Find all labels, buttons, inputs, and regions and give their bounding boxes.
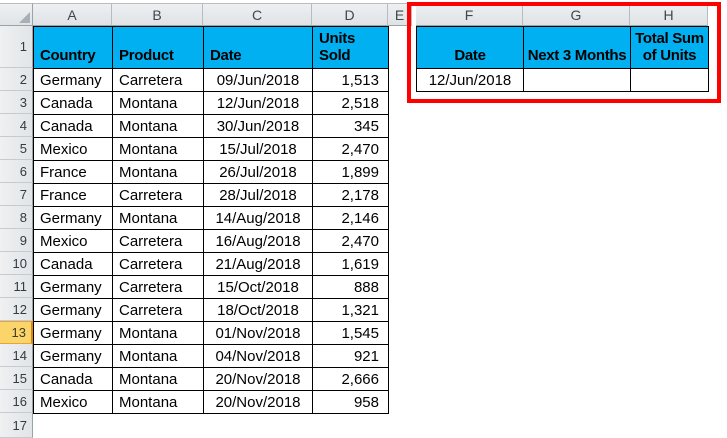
cell-A15[interactable]: Canada <box>33 367 113 391</box>
cell-B10[interactable]: Carretera <box>112 252 204 276</box>
cell-B6[interactable]: Montana <box>112 160 204 184</box>
cell-D5[interactable]: 2,470 <box>312 137 389 161</box>
cell-C12[interactable]: 18/Oct/2018 <box>203 298 313 322</box>
cell-A6[interactable]: France <box>33 160 113 184</box>
cell-C8[interactable]: 14/Aug/2018 <box>203 206 313 230</box>
cell-D3[interactable]: 2,518 <box>312 91 389 115</box>
cell-D8[interactable]: 2,146 <box>312 206 389 230</box>
row-header-7[interactable]: 7 <box>0 183 33 206</box>
cell-A11[interactable]: Germany <box>33 275 113 299</box>
col-header-E[interactable]: E <box>388 3 412 26</box>
cell-B5[interactable]: Montana <box>112 137 204 161</box>
cell-H1[interactable]: Total Sum of Units <box>630 26 709 69</box>
row-header-1[interactable]: 1 <box>0 26 33 68</box>
col-header-G[interactable]: G <box>523 3 630 26</box>
cell-C6[interactable]: 26/Jul/2018 <box>203 160 313 184</box>
cell-C4[interactable]: 30/Jun/2018 <box>203 114 313 138</box>
cell-D6[interactable]: 1,899 <box>312 160 389 184</box>
row-header-8[interactable]: 8 <box>0 206 33 229</box>
cell-B13[interactable]: Montana <box>112 321 204 345</box>
cell-C5[interactable]: 15/Jul/2018 <box>203 137 313 161</box>
cell-A10[interactable]: Canada <box>33 252 113 276</box>
cell-A13[interactable]: Germany <box>33 321 113 345</box>
cell-A16[interactable]: Mexico <box>33 390 113 414</box>
cell-F1[interactable]: Date <box>416 26 524 69</box>
col-header-H[interactable]: H <box>630 3 708 26</box>
col-header-D[interactable]: D <box>312 3 388 26</box>
cell-B3[interactable]: Montana <box>112 91 204 115</box>
row-header-11[interactable]: 11 <box>0 275 33 298</box>
cell-C2[interactable]: 09/Jun/2018 <box>203 68 313 92</box>
cell-G1[interactable]: Next 3 Months <box>523 26 631 69</box>
cell-G2[interactable] <box>523 68 631 92</box>
cell-C3[interactable]: 12/Jun/2018 <box>203 91 313 115</box>
cell-C7[interactable]: 28/Jul/2018 <box>203 183 313 207</box>
cell-A12[interactable]: Germany <box>33 298 113 322</box>
cell-D9[interactable]: 2,470 <box>312 229 389 253</box>
cell-B2[interactable]: Carretera <box>112 68 204 92</box>
cell-B14[interactable]: Montana <box>112 344 204 368</box>
row-header-12[interactable]: 12 <box>0 298 33 321</box>
cell-D15[interactable]: 2,666 <box>312 367 389 391</box>
col-header-F[interactable]: F <box>416 3 523 26</box>
cell-C14[interactable]: 04/Nov/2018 <box>203 344 313 368</box>
col-header-B[interactable]: B <box>112 3 203 26</box>
cell-A2[interactable]: Germany <box>33 68 113 92</box>
select-all-corner[interactable] <box>0 3 33 26</box>
cell-A9[interactable]: Mexico <box>33 229 113 253</box>
cell-C11[interactable]: 15/Oct/2018 <box>203 275 313 299</box>
row-header-17[interactable]: 17 <box>0 413 33 438</box>
cell-C16[interactable]: 20/Nov/2018 <box>203 390 313 414</box>
cell-D14[interactable]: 921 <box>312 344 389 368</box>
cell-B4[interactable]: Montana <box>112 114 204 138</box>
cell-D11[interactable]: 888 <box>312 275 389 299</box>
row-header-3[interactable]: 3 <box>0 91 33 114</box>
row-header-6[interactable]: 6 <box>0 160 33 183</box>
cell-B7[interactable]: Carretera <box>112 183 204 207</box>
cell-D7[interactable]: 2,178 <box>312 183 389 207</box>
row-header-13[interactable]: 13 <box>0 321 33 344</box>
cell-B16[interactable]: Montana <box>112 390 204 414</box>
cell-F2[interactable]: 12/Jun/2018 <box>416 68 524 92</box>
cell-A7[interactable]: France <box>33 183 113 207</box>
col-header-A[interactable]: A <box>33 3 112 26</box>
select-all-triangle-icon <box>19 12 30 23</box>
row-header-15[interactable]: 15 <box>0 367 33 390</box>
cell-A14[interactable]: Germany <box>33 344 113 368</box>
cell-D2[interactable]: 1,513 <box>312 68 389 92</box>
row-header-2[interactable]: 2 <box>0 68 33 91</box>
cell-C13[interactable]: 01/Nov/2018 <box>203 321 313 345</box>
cell-C9[interactable]: 16/Aug/2018 <box>203 229 313 253</box>
cell-A5[interactable]: Mexico <box>33 137 113 161</box>
row-header-16[interactable]: 16 <box>0 390 33 413</box>
row-header-14[interactable]: 14 <box>0 344 33 367</box>
cell-D10[interactable]: 1,619 <box>312 252 389 276</box>
cell-A1[interactable]: Country <box>33 26 113 69</box>
row-header-9[interactable]: 9 <box>0 229 33 252</box>
cell-B1[interactable]: Product <box>112 26 204 69</box>
row-header-4[interactable]: 4 <box>0 114 33 137</box>
cell-C15[interactable]: 20/Nov/2018 <box>203 367 313 391</box>
col-header-C[interactable]: C <box>203 3 312 26</box>
cell-A3[interactable]: Canada <box>33 91 113 115</box>
cell-D1[interactable]: Units Sold <box>312 26 389 69</box>
row-header-5[interactable]: 5 <box>0 137 33 160</box>
cell-A8[interactable]: Germany <box>33 206 113 230</box>
cell-B15[interactable]: Montana <box>112 367 204 391</box>
row-header-10[interactable]: 10 <box>0 252 33 275</box>
cell-D13[interactable]: 1,545 <box>312 321 389 345</box>
cell-A4[interactable]: Canada <box>33 114 113 138</box>
cell-B8[interactable]: Montana <box>112 206 204 230</box>
cell-D12[interactable]: 1,321 <box>312 298 389 322</box>
cell-H2[interactable] <box>630 68 709 92</box>
cell-B11[interactable]: Carretera <box>112 275 204 299</box>
cell-B9[interactable]: Carretera <box>112 229 204 253</box>
cell-C1[interactable]: Date <box>203 26 313 69</box>
cell-D4[interactable]: 345 <box>312 114 389 138</box>
cell-C10[interactable]: 21/Aug/2018 <box>203 252 313 276</box>
cell-D16[interactable]: 958 <box>312 390 389 414</box>
cell-B12[interactable]: Carretera <box>112 298 204 322</box>
